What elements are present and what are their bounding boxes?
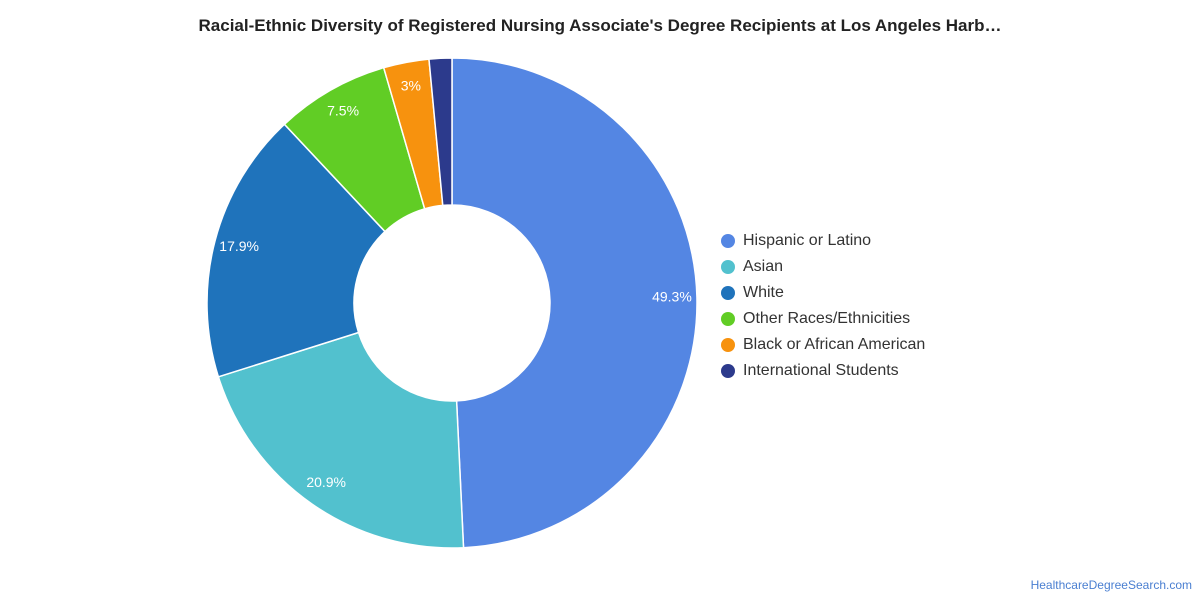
source-link[interactable]: HealthcareDegreeSearch.com — [1030, 578, 1192, 592]
legend-marker — [721, 260, 735, 274]
data-label-asian: 20.9% — [306, 474, 346, 490]
legend-marker — [721, 312, 735, 326]
data-label-black: 3% — [401, 78, 421, 94]
legend-marker — [721, 338, 735, 352]
legend-marker — [721, 364, 735, 378]
slice-white[interactable] — [206, 123, 387, 378]
chart-title: Racial-Ethnic Diversity of Registered Nu… — [198, 16, 1002, 35]
data-label-other: 7.5% — [327, 103, 359, 119]
data-label-white: 17.9% — [219, 238, 259, 254]
legend-label: White — [743, 284, 784, 301]
legend-label: Hispanic or Latino — [743, 232, 872, 249]
legend-marker — [721, 234, 735, 248]
legend-item-hispanic[interactable]: Hispanic or Latino — [721, 228, 925, 254]
legend-item-asian[interactable]: Asian — [721, 254, 925, 280]
legend-label: Other Races/Ethnicities — [743, 310, 911, 327]
legend-label: International Students — [743, 362, 899, 379]
legend-item-black[interactable]: Black or African American — [721, 332, 925, 358]
slice-asian[interactable] — [217, 331, 465, 549]
legend-label: Black or African American — [743, 336, 926, 353]
slice-hispanic[interactable] — [451, 57, 698, 549]
legend-label: Asian — [743, 258, 784, 275]
legend-item-white[interactable]: White — [721, 280, 925, 306]
slice-international[interactable] — [428, 57, 453, 207]
legend-item-international[interactable]: International Students — [721, 358, 925, 384]
legend-item-other[interactable]: Other Races/Ethnicities — [721, 306, 925, 332]
data-label-hispanic: 49.3% — [652, 289, 692, 305]
legend-marker — [721, 286, 735, 300]
legend: Hispanic or Latino Asian White Other Rac… — [721, 228, 925, 384]
